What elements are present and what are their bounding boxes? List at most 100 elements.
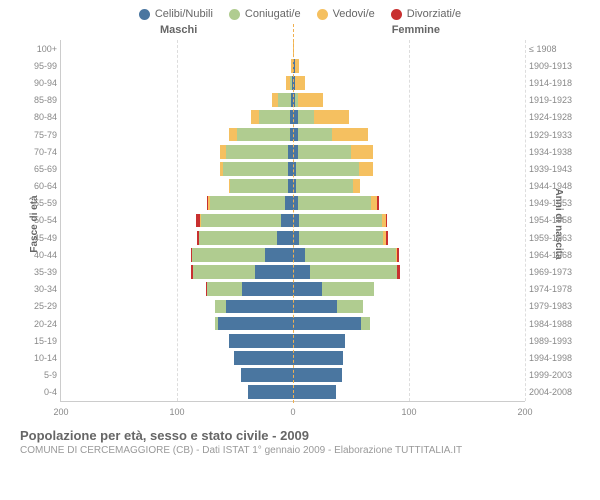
bar-segment	[305, 248, 397, 262]
birth-year-label: ≤ 1908	[529, 44, 583, 54]
age-label: 45-49	[21, 233, 57, 243]
bar-segment	[361, 317, 369, 331]
bar-segment	[295, 59, 299, 73]
age-label: 40-44	[21, 250, 57, 260]
males-header: Maschi	[160, 24, 197, 36]
age-label: 10-14	[21, 353, 57, 363]
birth-year-label: 1919-1923	[529, 95, 583, 105]
bar-segment	[293, 351, 343, 365]
age-label: 60-64	[21, 181, 57, 191]
bar-segment	[293, 317, 361, 331]
bar-segment	[277, 231, 293, 245]
age-label: 90-94	[21, 78, 57, 88]
bar-segment	[293, 300, 337, 314]
age-label: 0-4	[21, 387, 57, 397]
bar-segment	[299, 214, 383, 228]
bar-segment	[234, 351, 293, 365]
age-label: 35-39	[21, 267, 57, 277]
x-tick: 0	[290, 407, 295, 417]
legend-swatch	[139, 9, 150, 20]
age-label: 50-54	[21, 215, 57, 225]
birth-year-label: 1949-1953	[529, 198, 583, 208]
chart-subtitle: COMUNE DI CERCEMAGGIORE (CB) - Dati ISTA…	[20, 445, 580, 456]
birth-year-label: 1984-1988	[529, 319, 583, 329]
bar-segment	[397, 265, 399, 279]
bar-segment	[337, 300, 363, 314]
bar-segment	[296, 162, 359, 176]
bar-segment	[293, 248, 305, 262]
bar-segment	[298, 128, 333, 142]
birth-year-label: 1954-1958	[529, 215, 583, 225]
birth-year-label: 1964-1968	[529, 250, 583, 260]
bar-segment	[298, 110, 314, 124]
birth-year-label: 1909-1913	[529, 61, 583, 71]
population-pyramid-chart: Maschi Femmine Fasce di età Anni di nasc…	[20, 24, 580, 424]
bar-segment	[201, 214, 281, 228]
birth-year-label: 1914-1918	[529, 78, 583, 88]
bar-segment	[255, 265, 293, 279]
bar-segment	[386, 214, 387, 228]
age-label: 30-34	[21, 284, 57, 294]
bar-segment	[293, 282, 322, 296]
plot-area: 100+≤ 190895-991909-191390-941914-191885…	[60, 40, 525, 402]
bar-segment	[296, 179, 353, 193]
x-tick: 100	[169, 407, 184, 417]
bar-segment	[226, 300, 293, 314]
bar-segment	[293, 334, 345, 348]
age-label: 80-84	[21, 112, 57, 122]
bar-segment	[230, 179, 288, 193]
age-label: 95-99	[21, 61, 57, 71]
chart-footer: Popolazione per età, sesso e stato civil…	[20, 428, 580, 456]
age-label: 5-9	[21, 370, 57, 380]
bar-segment	[285, 196, 293, 210]
age-label: 15-19	[21, 336, 57, 346]
legend-label: Celibi/Nubili	[155, 8, 213, 20]
bar-segment	[229, 334, 293, 348]
bar-segment	[248, 385, 293, 399]
age-label: 70-74	[21, 147, 57, 157]
birth-year-label: 1994-1998	[529, 353, 583, 363]
birth-year-label: 1924-1928	[529, 112, 583, 122]
birth-year-label: 1959-1963	[529, 233, 583, 243]
age-label: 20-24	[21, 319, 57, 329]
bar-segment	[377, 196, 379, 210]
legend-item: Divorziati/e	[391, 8, 461, 20]
bar-segment	[386, 231, 388, 245]
bar-segment	[265, 248, 293, 262]
bar-segment	[229, 128, 237, 142]
legend-label: Coniugati/e	[245, 8, 301, 20]
birth-year-label: 2004-2008	[529, 387, 583, 397]
legend-label: Divorziati/e	[407, 8, 461, 20]
bar-segment	[295, 76, 305, 90]
age-label: 55-59	[21, 198, 57, 208]
gridline	[409, 40, 410, 401]
bar-segment	[192, 248, 265, 262]
legend-item: Vedovi/e	[317, 8, 375, 20]
bar-segment	[223, 162, 288, 176]
bar-segment	[207, 282, 242, 296]
bar-segment	[193, 265, 254, 279]
age-label: 25-29	[21, 301, 57, 311]
bar-segment	[293, 265, 310, 279]
birth-year-label: 1934-1938	[529, 147, 583, 157]
x-tick: 200	[517, 407, 532, 417]
bar-segment	[298, 196, 371, 210]
x-tick: 200	[53, 407, 68, 417]
birth-year-label: 1989-1993	[529, 336, 583, 346]
legend-item: Celibi/Nubili	[139, 8, 213, 20]
age-label: 75-79	[21, 130, 57, 140]
birth-year-label: 1944-1948	[529, 181, 583, 191]
legend-label: Vedovi/e	[333, 8, 375, 20]
bar-segment	[293, 385, 336, 399]
legend-item: Coniugati/e	[229, 8, 301, 20]
age-label: 65-69	[21, 164, 57, 174]
bar-segment	[199, 231, 277, 245]
bar-segment	[332, 128, 368, 142]
bar-segment	[241, 368, 293, 382]
bar-segment	[298, 145, 351, 159]
bar-segment	[359, 162, 373, 176]
age-label: 100+	[21, 44, 57, 54]
bar-segment	[278, 93, 291, 107]
bar-segment	[259, 110, 289, 124]
bar-segment	[322, 282, 374, 296]
